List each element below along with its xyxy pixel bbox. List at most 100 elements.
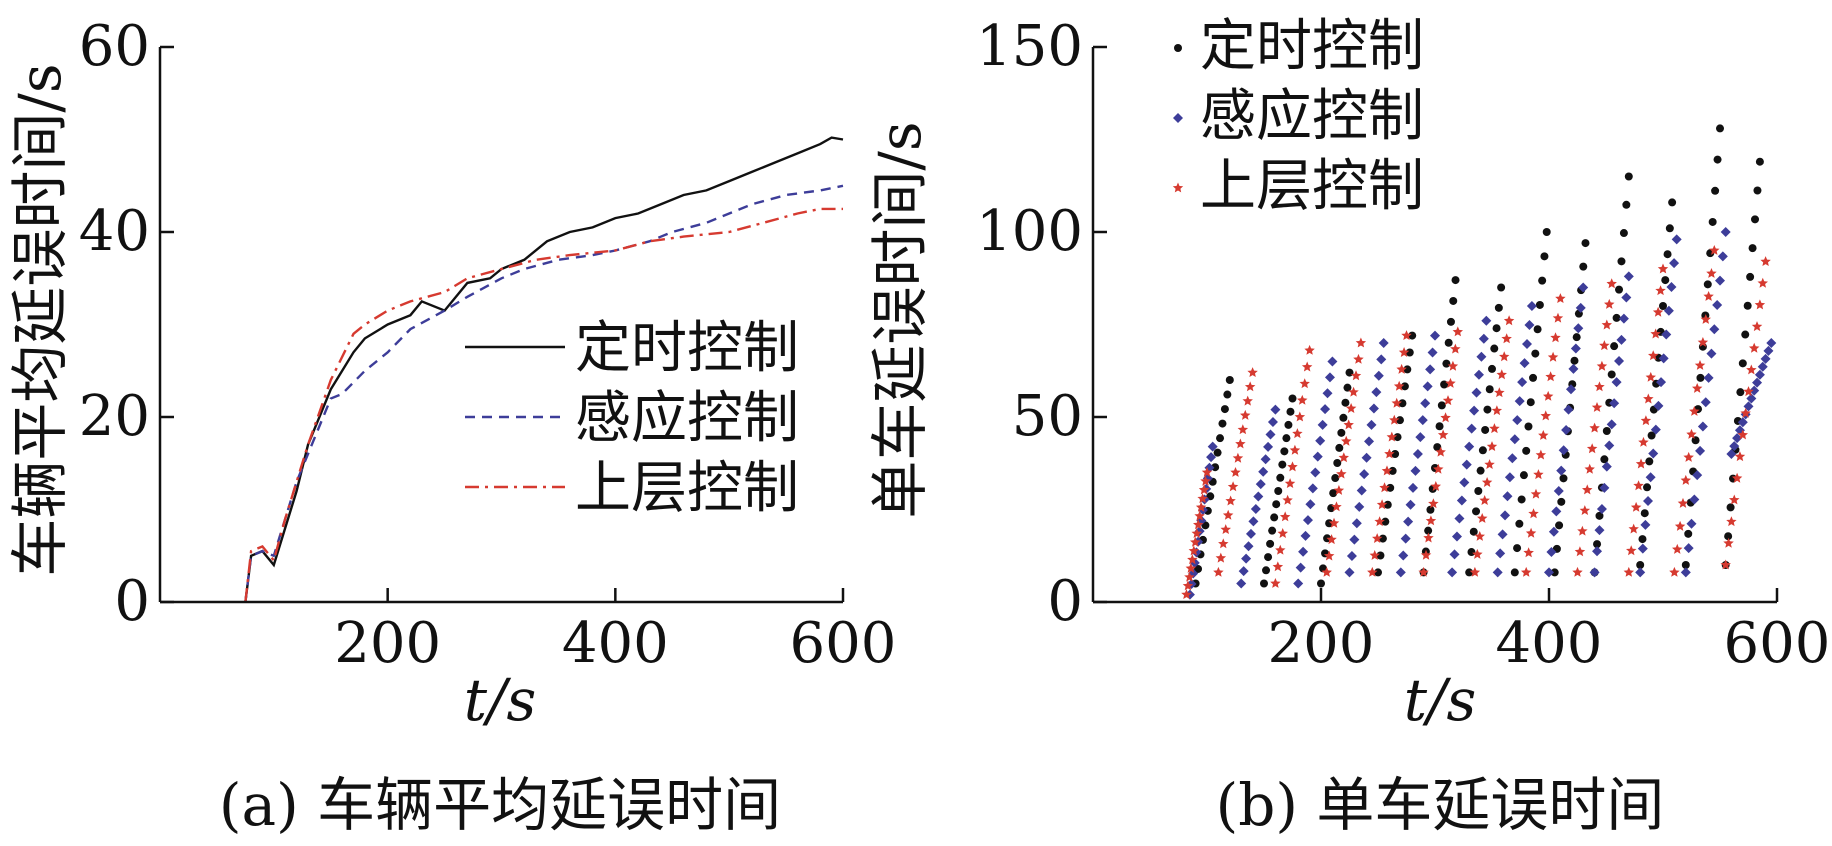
scatter-point <box>1763 345 1774 356</box>
scatter-point <box>1695 445 1706 456</box>
scatter-point <box>1459 477 1470 488</box>
scatter-point <box>1327 356 1338 367</box>
scatter-point <box>1345 368 1354 377</box>
scatter-point <box>1732 433 1743 444</box>
scatter-point <box>1749 385 1760 396</box>
scatter-point <box>1749 342 1760 353</box>
scatter-point <box>1624 172 1633 181</box>
panel-a-lines <box>244 136 844 603</box>
scatter-point <box>1373 370 1384 381</box>
scatter-point <box>1437 429 1449 440</box>
legend-label: 感应控制 <box>1200 84 1424 149</box>
scatter-point <box>1594 525 1605 536</box>
scatter-point <box>1266 539 1275 548</box>
scatter-point <box>1223 390 1232 399</box>
scatter-point <box>1686 518 1697 529</box>
scatter-point <box>1492 567 1503 578</box>
scatter-point <box>1645 472 1656 483</box>
scatter-point <box>1328 517 1340 528</box>
scatter-point <box>1474 487 1483 495</box>
scatter-point <box>1250 503 1261 514</box>
scatter-point <box>1528 508 1539 519</box>
panel-b-ylabel: 单车延误时间/s <box>866 121 934 518</box>
scatter-point <box>1760 353 1771 364</box>
scatter-point <box>1524 422 1533 431</box>
scatter-point <box>1476 351 1487 362</box>
y-tick-label: 40 <box>79 199 150 264</box>
scatter-point <box>1384 448 1395 459</box>
scatter-point <box>1299 378 1310 389</box>
scatter-point <box>1469 405 1480 416</box>
scatter-point <box>1572 333 1581 342</box>
y-tick-label: 100 <box>976 199 1083 264</box>
scatter-point <box>1726 449 1737 459</box>
scatter-point <box>1643 496 1654 507</box>
scatter-point <box>1709 324 1720 335</box>
scatter-point <box>1295 562 1306 573</box>
scatter-point <box>1507 453 1518 464</box>
scatter-point <box>1555 293 1566 303</box>
scatter-point <box>1312 451 1323 462</box>
scatter-point <box>1265 429 1276 440</box>
scatter-point <box>1445 377 1456 388</box>
scatter-point <box>1626 545 1637 556</box>
scatter-point <box>1540 410 1551 421</box>
scatter-point <box>1215 552 1227 563</box>
scatter-point <box>1547 351 1559 362</box>
scatter-point <box>1444 338 1453 347</box>
scatter-point <box>1741 330 1750 339</box>
scatter-point <box>1329 489 1338 498</box>
scatter-point <box>1216 434 1225 443</box>
y-tick-label: 0 <box>1047 569 1083 634</box>
scatter-point <box>1282 494 1293 505</box>
scatter-point <box>1671 234 1682 245</box>
scatter-point <box>1552 312 1564 323</box>
scatter-point <box>1515 519 1524 528</box>
scatter-point <box>1337 428 1346 437</box>
scatter-point <box>1341 398 1350 407</box>
scatter-point <box>1398 347 1410 357</box>
panel-b-xlabel: t/s <box>1404 666 1477 734</box>
scatter-point <box>1521 566 1532 577</box>
scatter-point <box>1376 499 1388 510</box>
scatter-point <box>1708 217 1717 226</box>
scatter-point <box>1393 380 1405 391</box>
scatter-point <box>1556 465 1567 476</box>
scatter-point <box>1692 470 1703 481</box>
scatter-point <box>1213 566 1224 577</box>
scatter-point <box>1353 353 1364 364</box>
scatter-point <box>1442 395 1454 406</box>
scatter-point <box>1578 282 1589 293</box>
panel-a: 0 20 40 60 200 400 600 车辆平均延误时间/s t/s (a) 车辆平均… <box>6 14 896 839</box>
scatter-point <box>1346 551 1357 562</box>
scatter-point <box>1172 182 1184 193</box>
scatter-point <box>1195 501 1207 512</box>
scatter-point <box>1417 415 1428 426</box>
scatter-point <box>1712 299 1723 310</box>
scatter-point <box>1428 498 1439 509</box>
scatter-point <box>1656 377 1667 388</box>
scatter-point <box>1748 244 1757 253</box>
scatter-point <box>1391 397 1402 408</box>
y-tick-label: 50 <box>1012 384 1083 449</box>
scatter-point <box>1499 351 1510 362</box>
scatter-point <box>1369 550 1380 560</box>
scatter-point <box>1643 483 1652 492</box>
scatter-point <box>1344 567 1355 578</box>
scatter-point <box>1408 482 1419 493</box>
scatter-point <box>1524 320 1535 331</box>
scatter-point <box>1533 469 1544 480</box>
scatter-point <box>1395 567 1406 578</box>
scatter-point <box>1442 359 1451 368</box>
scatter-point <box>1729 441 1740 452</box>
panel-a-caption: (a) 车辆平均延误时间 <box>219 771 781 839</box>
scatter-point <box>1201 467 1213 477</box>
scatter-point <box>1604 440 1615 451</box>
scatter-point <box>1661 329 1672 340</box>
scatter-point <box>1218 419 1227 428</box>
legend-label: 定时控制 <box>575 316 799 381</box>
scatter-point <box>1356 485 1367 496</box>
scatter-point <box>1485 385 1494 394</box>
